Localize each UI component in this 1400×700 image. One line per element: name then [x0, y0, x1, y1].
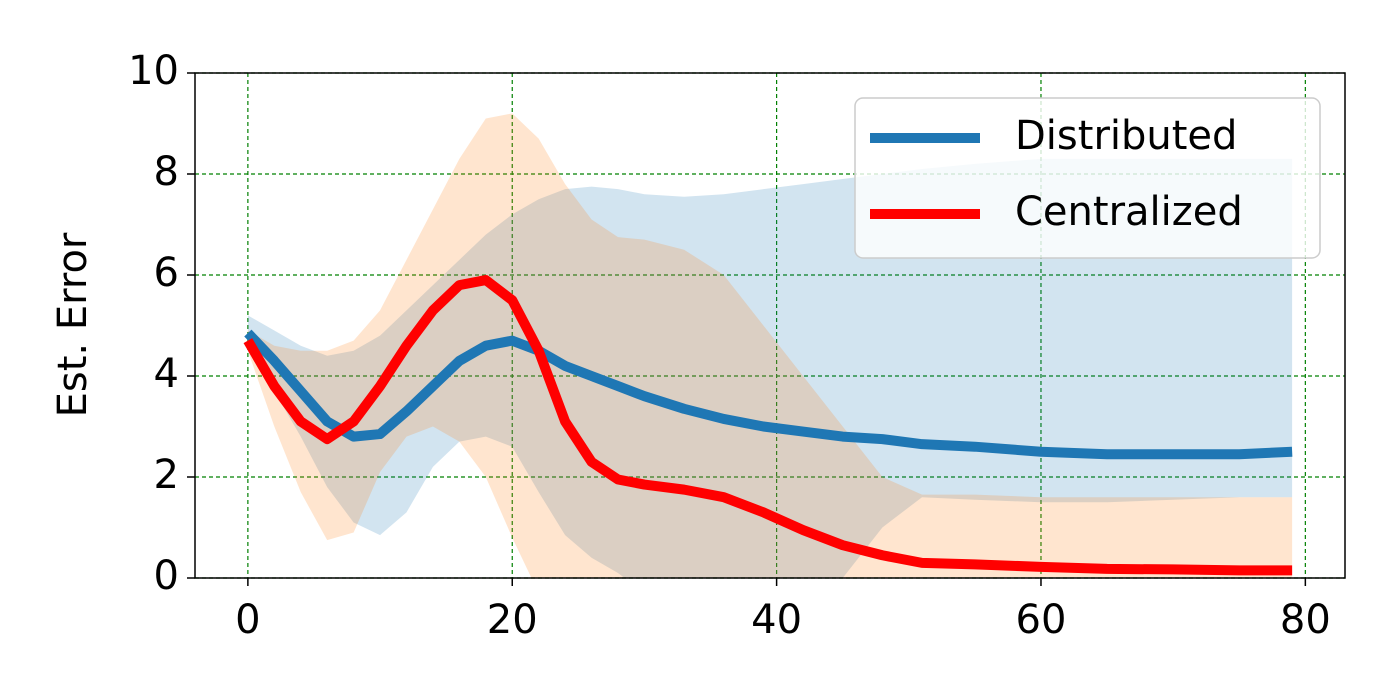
confidence-band [247, 158, 1293, 578]
y-tick-label: 8 [154, 149, 179, 195]
y-tick-label: 0 [154, 553, 179, 599]
confidence-band [247, 113, 1293, 578]
data-line [244, 329, 1293, 460]
y-tick-label: 2 [154, 452, 179, 498]
x-tick-label: 20 [487, 597, 538, 643]
x-tick-label: 40 [751, 597, 802, 643]
data-line [243, 275, 1293, 576]
legend-label: Centralized [1015, 189, 1243, 235]
x-tick-label: 60 [1016, 597, 1067, 643]
plot-area [243, 113, 1293, 578]
y-axis-label: Est. Error [50, 232, 96, 417]
y-tick-label: 6 [154, 250, 179, 296]
y-tick-label: 10 [128, 48, 179, 94]
legend-label: Distributed [1015, 113, 1237, 159]
x-tick-label: 80 [1280, 597, 1331, 643]
plot-frame [194, 72, 1346, 579]
x-tick-label: 0 [235, 597, 260, 643]
y-tick-label: 4 [154, 351, 179, 397]
